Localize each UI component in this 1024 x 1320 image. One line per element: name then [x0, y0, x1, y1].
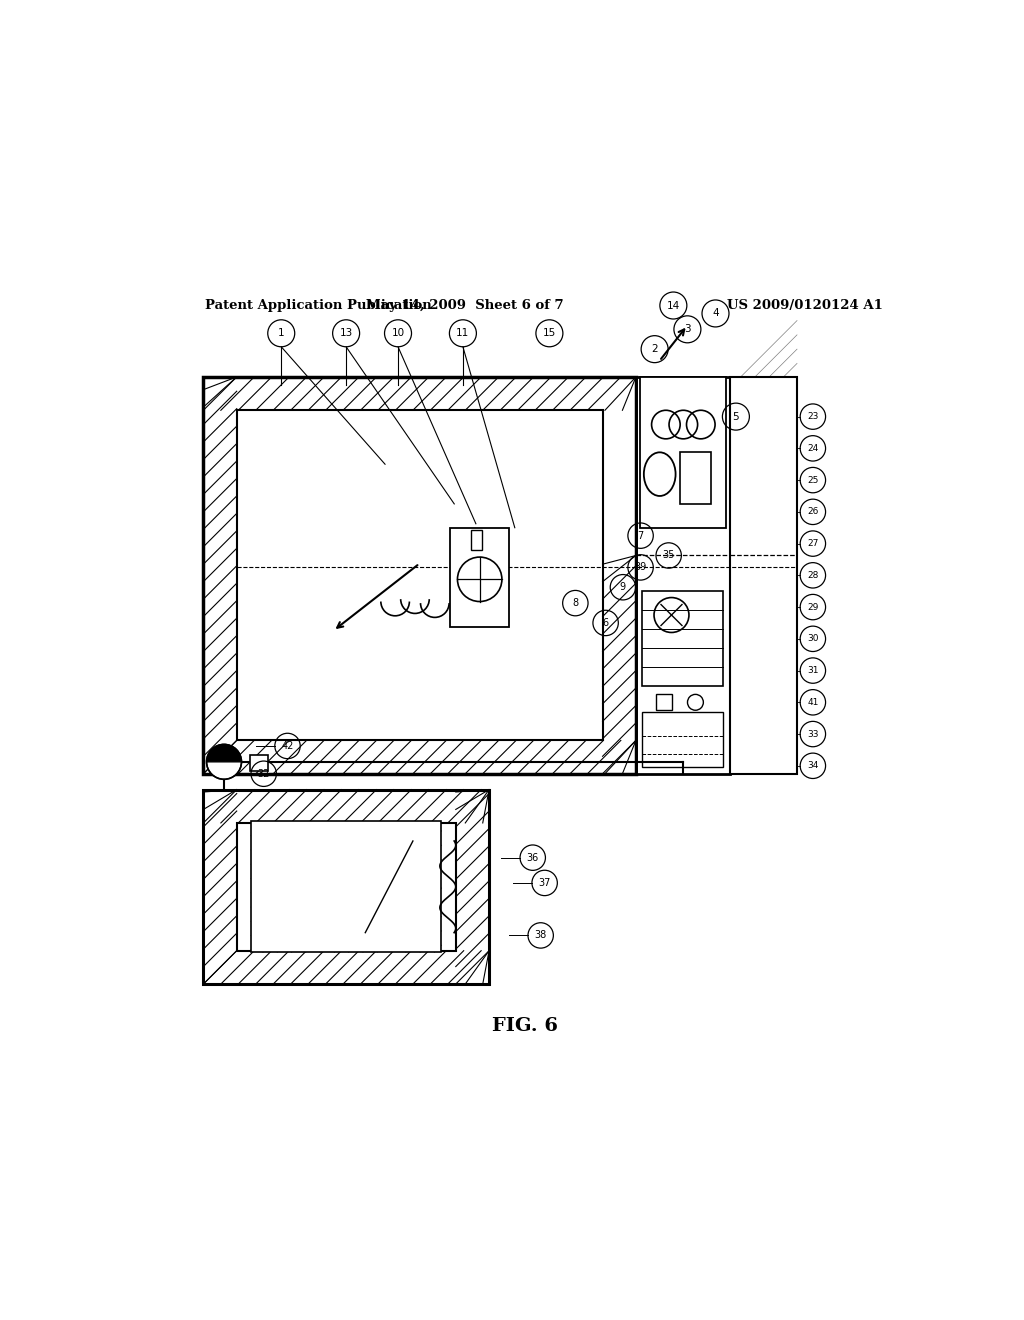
- Bar: [642, 591, 723, 686]
- Text: 11: 11: [457, 329, 470, 338]
- Text: 33: 33: [807, 730, 818, 739]
- Bar: [471, 529, 482, 549]
- Text: 23: 23: [807, 412, 818, 421]
- Text: 9: 9: [620, 582, 626, 593]
- Text: May 14, 2009  Sheet 6 of 7: May 14, 2009 Sheet 6 of 7: [367, 300, 564, 312]
- Text: FIG. 6: FIG. 6: [492, 1018, 558, 1035]
- Bar: [204, 789, 489, 983]
- Bar: [237, 411, 602, 741]
- Text: 26: 26: [807, 507, 818, 516]
- Text: 8: 8: [572, 598, 579, 609]
- Text: 32: 32: [257, 768, 270, 779]
- Text: 39: 39: [635, 562, 647, 573]
- Text: 5: 5: [732, 412, 739, 421]
- Text: 35: 35: [663, 550, 675, 561]
- Text: 38: 38: [535, 931, 547, 940]
- Bar: [251, 821, 441, 952]
- Text: 6: 6: [602, 618, 608, 628]
- Text: 37: 37: [539, 878, 551, 888]
- Text: 42: 42: [282, 741, 294, 751]
- Bar: [642, 711, 723, 767]
- Bar: [655, 694, 672, 710]
- Text: 41: 41: [807, 698, 818, 706]
- Text: 28: 28: [807, 570, 818, 579]
- Text: 15: 15: [543, 329, 556, 338]
- Text: 27: 27: [807, 539, 818, 548]
- Text: 1: 1: [278, 329, 285, 338]
- Wedge shape: [207, 744, 242, 762]
- Text: 4: 4: [712, 309, 719, 318]
- Text: US 2009/0120124 A1: US 2009/0120124 A1: [727, 300, 883, 312]
- Bar: [204, 378, 636, 774]
- Text: 34: 34: [807, 762, 818, 771]
- Bar: [729, 378, 797, 774]
- Bar: [450, 528, 510, 627]
- Text: 31: 31: [807, 667, 818, 675]
- Text: 7: 7: [638, 531, 644, 541]
- Text: 24: 24: [807, 444, 818, 453]
- Text: 36: 36: [526, 853, 539, 863]
- Text: 30: 30: [807, 635, 818, 643]
- Text: 2: 2: [651, 345, 658, 354]
- Text: 3: 3: [684, 325, 691, 334]
- Wedge shape: [207, 762, 242, 779]
- Text: 13: 13: [340, 329, 352, 338]
- Text: 29: 29: [807, 602, 818, 611]
- Text: Patent Application Publication: Patent Application Publication: [205, 300, 432, 312]
- Bar: [237, 411, 602, 741]
- Bar: [680, 453, 712, 504]
- Bar: [237, 822, 456, 950]
- Bar: [237, 822, 456, 950]
- Text: 25: 25: [807, 475, 818, 484]
- Bar: [636, 378, 729, 774]
- Text: 14: 14: [667, 301, 680, 310]
- Bar: [640, 378, 726, 528]
- Text: 10: 10: [391, 329, 404, 338]
- Bar: [250, 755, 267, 771]
